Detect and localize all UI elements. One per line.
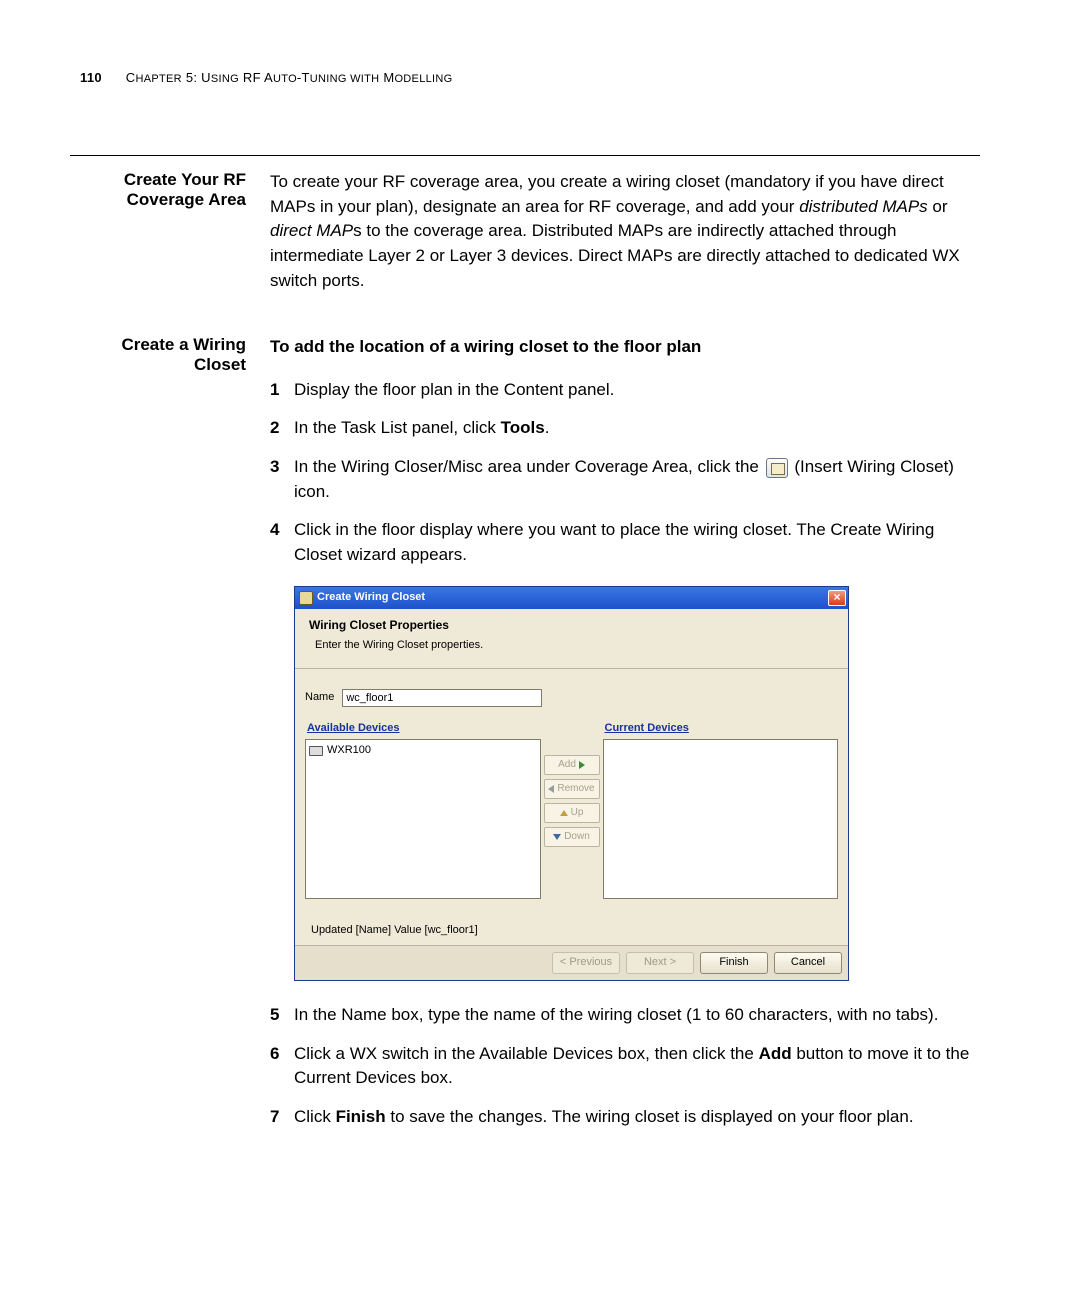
current-panel: Current Devices (603, 721, 839, 899)
titlebar-icon (299, 591, 313, 605)
current-list[interactable] (603, 739, 839, 899)
steps-list-cont: In the Name box, type the name of the wi… (270, 1003, 980, 1130)
previous-button[interactable]: < Previous (552, 952, 620, 974)
side-heading-coverage: Create Your RF Coverage Area (70, 170, 270, 311)
page-header: 110 CHAPTER 5: USING RF AUTO-TUNING WITH… (70, 70, 980, 85)
step-2: In the Task List panel, click Tools. (270, 416, 980, 441)
finish-button[interactable]: Finish (700, 952, 768, 974)
wizard-window: Create Wiring Closet × Wiring Closet Pro… (294, 586, 849, 981)
down-button[interactable]: Down (544, 827, 600, 847)
section-create-coverage: Create Your RF Coverage Area To create y… (70, 170, 980, 311)
arrow-up-icon (560, 810, 568, 816)
close-button[interactable]: × (828, 590, 846, 606)
closet-lead: To add the location of a wiring closet t… (270, 335, 980, 360)
section-create-closet: Create a Wiring Closet To add the locati… (70, 335, 980, 1143)
page-number: 110 (80, 70, 102, 85)
insert-wiring-closet-icon (766, 458, 788, 478)
remove-button[interactable]: Remove (544, 779, 600, 799)
step-4: Click in the floor display where you wan… (270, 518, 980, 567)
transfer-buttons: Add Remove Up Down (541, 721, 603, 899)
step-1: Display the floor plan in the Content pa… (270, 378, 980, 403)
wizard-subheading: Enter the Wiring Closet properties. (309, 638, 834, 654)
step-5: In the Name box, type the name of the wi… (270, 1003, 980, 1028)
arrow-down-icon (553, 834, 561, 840)
device-label: WXR100 (327, 743, 371, 759)
titlebar-title: Create Wiring Closet (317, 590, 828, 606)
available-panel: Available Devices WXR100 (305, 721, 541, 899)
wizard-heading: Wiring Closet Properties (309, 617, 834, 634)
available-item[interactable]: WXR100 (309, 743, 537, 759)
dual-list: Available Devices WXR100 Add Remove (305, 721, 838, 899)
titlebar: Create Wiring Closet × (295, 587, 848, 609)
device-icon (309, 746, 323, 756)
steps-list: Display the floor plan in the Content pa… (270, 378, 980, 568)
wizard-body: Name Available Devices WXR100 (295, 669, 848, 945)
arrow-left-icon (548, 785, 554, 793)
step-6: Click a WX switch in the Available Devic… (270, 1042, 980, 1091)
wizard-screenshot: Create Wiring Closet × Wiring Closet Pro… (294, 586, 980, 981)
current-title: Current Devices (603, 721, 839, 737)
name-row: Name (305, 689, 838, 707)
wizard-header: Wiring Closet Properties Enter the Wirin… (295, 609, 848, 669)
up-button[interactable]: Up (544, 803, 600, 823)
side-heading-closet: Create a Wiring Closet (70, 335, 270, 1143)
next-button[interactable]: Next > (626, 952, 694, 974)
add-button[interactable]: Add (544, 755, 600, 775)
chapter-title: CHAPTER 5: USING RF AUTO-TUNING WITH MOD… (126, 70, 453, 85)
available-title: Available Devices (305, 721, 541, 737)
coverage-paragraph: To create your RF coverage area, you cre… (270, 170, 980, 293)
wizard-status: Updated [Name] Value [wc_floor1] (305, 899, 838, 941)
step-3: In the Wiring Closer/Misc area under Cov… (270, 455, 980, 504)
name-label: Name (305, 690, 334, 706)
step-7: Click Finish to save the changes. The wi… (270, 1105, 980, 1130)
divider (70, 155, 980, 156)
arrow-right-icon (579, 761, 585, 769)
wizard-footer: < Previous Next > Finish Cancel (295, 945, 848, 980)
cancel-button[interactable]: Cancel (774, 952, 842, 974)
available-list[interactable]: WXR100 (305, 739, 541, 899)
name-input[interactable] (342, 689, 542, 707)
